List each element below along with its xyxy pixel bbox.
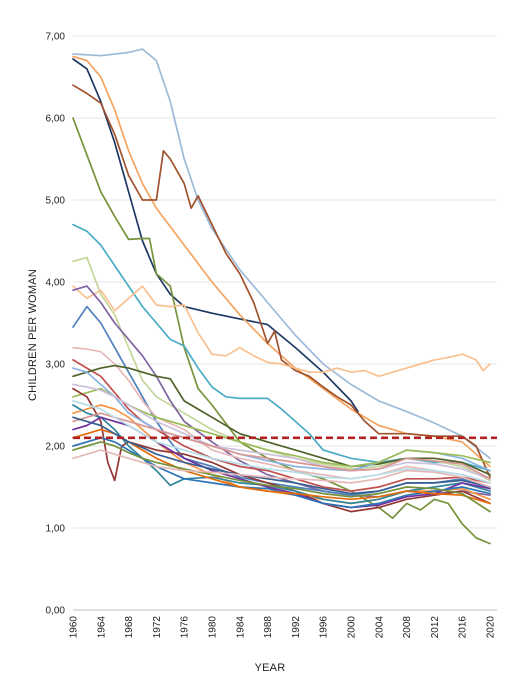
series-line-11 [72, 346, 491, 484]
x-tick-label: 2000 [347, 616, 358, 639]
series-line-27 [72, 449, 491, 488]
series-line-13 [72, 364, 491, 476]
x-tick-label: 2004 [374, 616, 385, 639]
y-tick-label: 1,00 [46, 524, 66, 535]
x-tick-label: 1964 [96, 616, 107, 639]
series-lines [72, 48, 491, 545]
series-line-26 [72, 441, 491, 513]
x-tick-label: 1960 [69, 616, 80, 639]
series-line-6 [72, 223, 491, 472]
series-line-2 [72, 58, 359, 413]
x-tick-label: 1980 [208, 616, 219, 639]
y-tick-label: 6,00 [46, 114, 66, 125]
y-tick-label: 4,00 [46, 278, 66, 289]
x-axis-title: YEAR [255, 662, 286, 674]
series-line-1 [72, 48, 491, 460]
y-axis-title: CHILDREN PER WOMAN [27, 269, 39, 401]
x-tick-label: 1988 [263, 616, 274, 639]
x-tick-label: 1968 [124, 616, 135, 639]
series-line-5 [72, 117, 491, 545]
x-tick-label: 2008 [402, 616, 413, 639]
x-tick-label: 1984 [235, 616, 246, 639]
x-tick-label: 2016 [458, 616, 469, 639]
y-tick-label: 2,00 [46, 442, 66, 453]
y-tick-label: 3,00 [46, 360, 66, 371]
x-tick-label: 1992 [291, 616, 302, 639]
x-tick-label: 1996 [319, 616, 330, 639]
x-tick-label: 2020 [486, 616, 497, 639]
series-line-12 [72, 359, 491, 492]
x-tick-label: 1976 [180, 616, 191, 639]
series-line-17 [72, 387, 491, 513]
y-tick-labels: 0,00 1,00 2,00 3,00 4,00 5,00 6,00 7,00 [46, 32, 66, 617]
series-line-23 [72, 400, 491, 484]
x-tick-label: 1972 [152, 616, 163, 639]
y-tick-label: 0,00 [46, 606, 66, 617]
y-tick-label: 5,00 [46, 196, 66, 207]
series-line-8 [72, 285, 491, 378]
series-line-20 [72, 416, 491, 509]
series-line-4 [72, 84, 491, 479]
x-tick-labels: 1960 1964 1968 1972 1976 1980 1984 1988 1992 1996… [69, 616, 497, 639]
y-tick-label: 7,00 [46, 32, 66, 43]
series-line-19 [72, 383, 491, 480]
x-tick-label: 2012 [430, 616, 441, 639]
